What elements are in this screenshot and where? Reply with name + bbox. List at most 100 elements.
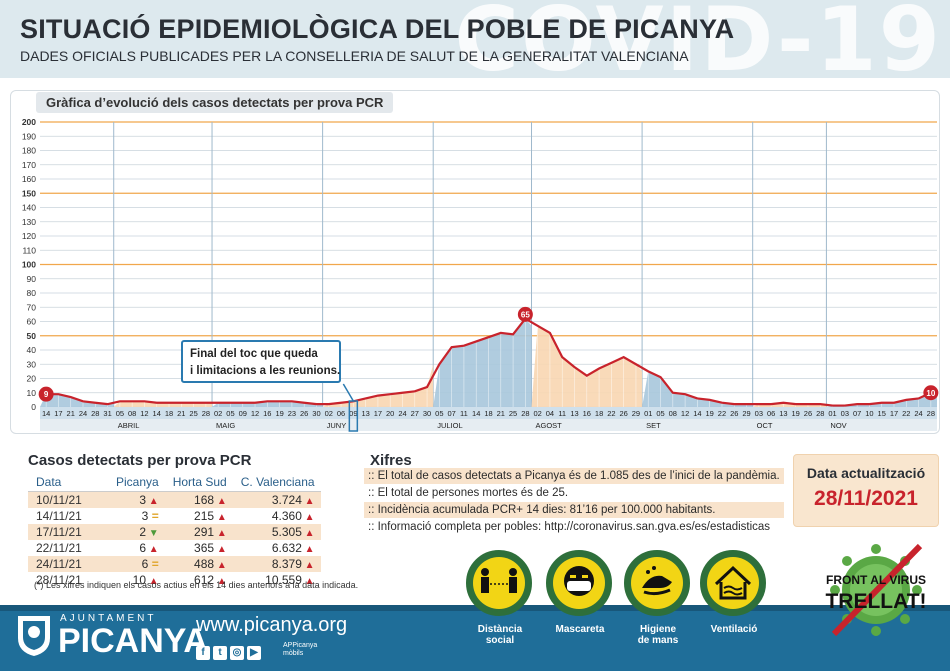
cell-date-value: 22/11/21 xyxy=(36,541,82,555)
annotation-connector xyxy=(342,383,354,402)
trend-up-icon: ▲ xyxy=(301,576,315,587)
x-tick-label: 19 xyxy=(792,409,800,418)
cell-picanya-value: 10 xyxy=(132,573,147,587)
trend-up-icon: ▲ xyxy=(214,560,227,571)
trend-up-icon: ▲ xyxy=(301,544,315,555)
x-tick-label: 13 xyxy=(361,409,369,418)
cell-cv-value: 5.305 xyxy=(271,525,302,539)
cell-picanya: 3 = xyxy=(108,508,165,524)
x-tick-label: 01 xyxy=(828,409,836,418)
cell-cv: 6.632 ▲ xyxy=(233,540,321,556)
y-tick-label: 50 xyxy=(27,331,37,341)
area-segment xyxy=(642,371,753,407)
trend-up-icon: ▲ xyxy=(214,512,227,523)
x-tick-label: 11 xyxy=(460,409,468,418)
x-tick-label: 28 xyxy=(521,409,529,418)
y-tick-label: 200 xyxy=(22,117,36,127)
table-row: 10/11/21 3 ▲ 168 ▲ 3.724 ▲ xyxy=(28,491,321,508)
x-tick-label: 29 xyxy=(632,409,640,418)
y-tick-label: 180 xyxy=(22,146,36,156)
y-tick-label: 0 xyxy=(31,402,36,412)
cell-horta-sud: 365 ▲ xyxy=(165,540,233,556)
x-tick-label: 14 xyxy=(693,409,701,418)
x-tick-label: 14 xyxy=(472,409,480,418)
x-tick-label: 04 xyxy=(546,409,554,418)
x-tick-label: 05 xyxy=(435,409,443,418)
update-date: 28/11/2021 xyxy=(814,487,918,510)
measure-distance: Distància social xyxy=(466,550,534,646)
x-tick-label: 08 xyxy=(669,409,677,418)
x-tick-label: 03 xyxy=(841,409,849,418)
cell-date-value: 10/11/21 xyxy=(36,493,82,507)
area-segment xyxy=(322,364,434,407)
table-row: 17/11/21 2 ▼ 291 ▲ 5.305 ▲ xyxy=(28,524,321,540)
x-tick-label: 09 xyxy=(349,409,357,418)
trend-up-icon: ▲ xyxy=(214,544,227,555)
trend-down-icon: ▼ xyxy=(146,528,159,539)
table-row: 28/11/21 10 ▲ 612 ▲ 10.559 ▲ xyxy=(28,572,321,588)
x-tick-label: 16 xyxy=(583,409,591,418)
instagram-icon[interactable]: ◎ xyxy=(230,646,244,660)
x-tick-label: 28 xyxy=(927,409,935,418)
series-line xyxy=(46,317,932,407)
x-tick-label: 13 xyxy=(779,409,787,418)
cell-picanya-value: 3 xyxy=(139,493,147,507)
data-label-marker xyxy=(517,306,533,322)
x-tick-label: 22 xyxy=(607,409,615,418)
cell-horta-sud-value: 488 xyxy=(194,557,215,571)
cell-horta-sud-value: 215 xyxy=(194,509,215,523)
y-tick-label: 20 xyxy=(27,374,37,384)
x-tick-label: 17 xyxy=(374,409,382,418)
xifres-info-link[interactable]: :: Informació completa per pobles: http:… xyxy=(368,521,771,533)
y-tick-label: 80 xyxy=(27,288,37,298)
col-cv: C. Valenciana xyxy=(232,474,321,492)
xifres-title: Xifres xyxy=(370,452,412,469)
website-link[interactable]: www.picanya.org xyxy=(196,614,348,636)
cases-table: Data Picanya Horta Sud C. Valenciana 10/… xyxy=(28,474,321,588)
x-tick-label: 18 xyxy=(165,409,173,418)
facebook-icon[interactable]: f xyxy=(196,646,210,660)
x-tick-label: 30 xyxy=(423,409,431,418)
footer-bar xyxy=(0,605,950,611)
x-axis-band xyxy=(40,407,937,419)
x-tick-label: 05 xyxy=(116,409,124,418)
x-tick-label: 13 xyxy=(570,409,578,418)
covid-watermark: COVID-19 xyxy=(454,0,942,91)
cell-horta-sud-value: 291 xyxy=(194,525,215,539)
x-tick-label: 21 xyxy=(497,409,505,418)
col-picanya: Picanya xyxy=(108,474,165,492)
chart-title: Gràfica d’evolució dels casos detectats … xyxy=(36,92,394,113)
trend-up-icon: ▲ xyxy=(214,528,227,539)
x-tick-label: 09 xyxy=(239,409,247,418)
cell-cv-value: 3.724 xyxy=(271,493,302,507)
trend-up-icon: ▲ xyxy=(301,496,315,507)
trend-equal-icon: = xyxy=(148,509,159,523)
cell-horta-sud: 168 ▲ xyxy=(164,491,233,508)
data-label: 9 xyxy=(44,390,49,399)
x-tick-label: 27 xyxy=(411,409,419,418)
month-label: AGOST xyxy=(536,421,563,430)
x-tick-label: 12 xyxy=(140,409,148,418)
data-label-marker xyxy=(38,386,54,402)
annotation-text: Final del toc que queda xyxy=(190,348,318,360)
youtube-icon[interactable]: ▶ xyxy=(247,646,261,660)
x-tick-label: 28 xyxy=(816,409,824,418)
month-label: ABRIL xyxy=(118,421,140,430)
cell-date: 22/11/21 xyxy=(28,540,108,556)
picanya-shield-icon xyxy=(18,616,50,656)
x-tick-label: 12 xyxy=(251,409,259,418)
x-tick-label: 23 xyxy=(288,409,296,418)
month-label: JUNY xyxy=(327,421,347,430)
twitter-icon[interactable]: t xyxy=(213,646,227,660)
xifres-incidence: :: Incidència acumulada PCR+ 14 dies: 81… xyxy=(364,502,784,518)
cell-cv: 3.724 ▲ xyxy=(232,491,321,508)
x-tick-label: 21 xyxy=(67,409,75,418)
cell-picanya-value: 6 xyxy=(139,541,147,555)
cell-horta-sud: 215 ▲ xyxy=(165,508,233,524)
hand-wash-icon xyxy=(624,550,690,616)
trend-up-icon: ▲ xyxy=(146,544,159,555)
cell-cv-value: 6.632 xyxy=(271,541,302,555)
trend-up-icon: ▲ xyxy=(301,528,315,539)
data-label: 65 xyxy=(521,310,530,319)
table-row: 22/11/21 6 ▲ 365 ▲ 6.632 ▲ xyxy=(28,540,321,556)
